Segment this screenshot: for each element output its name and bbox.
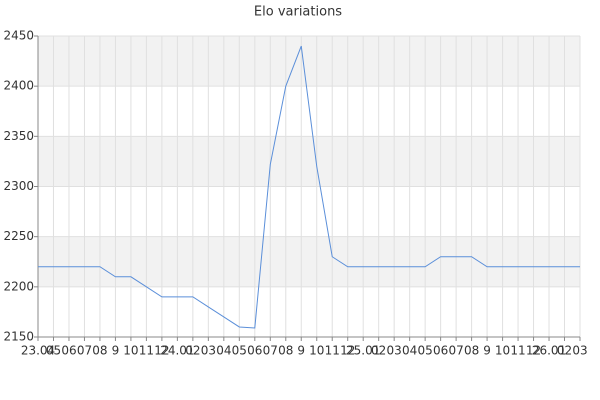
y-tick-label: 2200 bbox=[3, 279, 34, 293]
x-tick-label: 10 bbox=[309, 344, 324, 358]
grid-band bbox=[38, 36, 580, 87]
x-tick-label: 10 bbox=[495, 344, 510, 358]
x-tick-label: 03 bbox=[572, 344, 587, 358]
x-tick-label: 12 bbox=[526, 344, 541, 358]
x-tick-label: 11 bbox=[510, 344, 525, 358]
x-tick-label: 9 bbox=[483, 344, 491, 358]
x-tick-label: 23.04 bbox=[21, 344, 55, 358]
x-tick-label: 02 bbox=[185, 344, 200, 358]
x-tick-label: 02 bbox=[557, 344, 572, 358]
x-tick-label: 02 bbox=[371, 344, 386, 358]
x-tick-label: 9 bbox=[297, 344, 305, 358]
y-tick-label: 2300 bbox=[3, 179, 34, 193]
x-tick-label: 03 bbox=[201, 344, 216, 358]
x-tick-label: 11 bbox=[139, 344, 154, 358]
x-tick-label: 12 bbox=[154, 344, 169, 358]
x-tick-label: 03 bbox=[387, 344, 402, 358]
x-tick-label: 12 bbox=[340, 344, 355, 358]
y-tick-label: 2250 bbox=[3, 229, 34, 243]
x-tick-label: 07 bbox=[77, 344, 92, 358]
y-tick-label: 2400 bbox=[3, 79, 34, 93]
x-tick-label: 08 bbox=[92, 344, 107, 358]
x-tick-label: 9 bbox=[112, 344, 120, 358]
line bbox=[38, 45, 580, 329]
y-tick-label: 2350 bbox=[3, 129, 34, 143]
x-tick-label: 06 bbox=[61, 344, 76, 358]
y-tick-label: 2450 bbox=[3, 29, 34, 43]
x-tick-label: 08 bbox=[464, 344, 479, 358]
x-tick-label: 08 bbox=[278, 344, 293, 358]
x-tick-label: 11 bbox=[325, 344, 340, 358]
grid-band bbox=[38, 136, 580, 187]
x-tick-label: 24.01 bbox=[160, 344, 194, 358]
chart-title: Elo variations bbox=[254, 5, 342, 20]
x-tick-label: 05 bbox=[46, 344, 61, 358]
grid-band bbox=[38, 236, 580, 287]
x-tick-label: 05 bbox=[232, 344, 247, 358]
x-tick-label: 25.01 bbox=[346, 344, 380, 358]
x-tick-label: 05 bbox=[418, 344, 433, 358]
x-tick-label: 26.01 bbox=[532, 344, 566, 358]
x-tick-label: 07 bbox=[448, 344, 463, 358]
x-tick-label: 04 bbox=[402, 344, 417, 358]
y-tick-label: 2150 bbox=[3, 330, 34, 344]
x-tick-label: 07 bbox=[263, 344, 278, 358]
x-tick-label: 10 bbox=[123, 344, 138, 358]
x-tick-label: 04 bbox=[216, 344, 231, 358]
x-tick-label: 06 bbox=[247, 344, 262, 358]
x-tick-label: 06 bbox=[433, 344, 448, 358]
